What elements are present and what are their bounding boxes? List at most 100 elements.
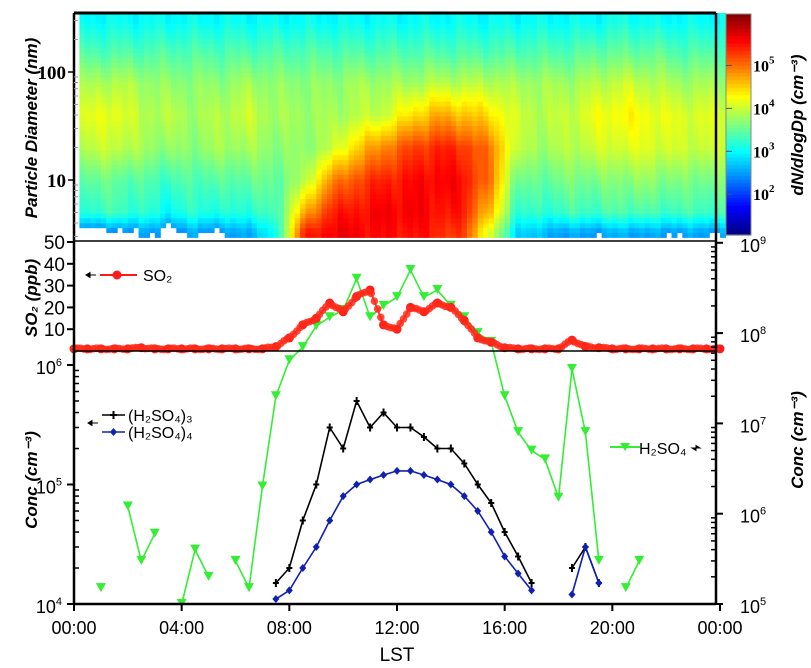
heatmap-cell <box>639 52 646 59</box>
heatmap-cell <box>353 212 360 219</box>
heatmap-cell <box>111 130 118 136</box>
heatmap-cell <box>440 23 447 29</box>
heatmap-cell <box>402 193 409 199</box>
heatmap-cell <box>601 135 608 141</box>
heatmap-cell <box>547 154 554 161</box>
heatmap-cell <box>434 38 441 44</box>
heatmap-cell <box>456 42 463 49</box>
heatmap-cell <box>639 110 646 117</box>
heatmap-cell <box>79 110 86 117</box>
heatmap-cell <box>445 72 452 78</box>
heatmap-cell <box>127 76 134 83</box>
heatmap-cell <box>187 188 194 195</box>
heatmap-cell <box>606 203 613 209</box>
heatmap-cell <box>558 101 565 107</box>
heatmap-cell <box>273 208 280 214</box>
heatmap-cell <box>273 57 280 63</box>
heatmap-cell <box>144 198 150 204</box>
heatmap-cell <box>353 125 360 131</box>
heatmap-cell <box>230 42 237 49</box>
heatmap-cell <box>386 169 393 175</box>
heatmap-cell <box>596 91 603 97</box>
heatmap-cell <box>434 188 441 195</box>
heatmap-cell <box>526 164 533 170</box>
heatmap-cell <box>224 18 231 24</box>
heatmap-cell <box>284 198 290 204</box>
heatmap-cell <box>332 154 339 161</box>
heatmap-cell <box>300 110 307 117</box>
heatmap-cell <box>79 217 86 224</box>
heatmap-cell <box>590 144 597 151</box>
heatmap-cell <box>515 62 522 68</box>
heatmap-cell <box>461 208 468 214</box>
heatmap-cell <box>284 33 290 39</box>
heatmap-cell <box>601 178 608 185</box>
heatmap-cell <box>445 81 452 88</box>
heatmap-cell <box>230 115 237 122</box>
heatmap-cell <box>493 57 500 63</box>
heatmap-cell <box>316 178 323 185</box>
heatmap-cell <box>251 23 258 29</box>
heatmap-cell <box>122 125 129 131</box>
heatmap-cell <box>95 110 102 117</box>
heatmap-cell <box>305 52 312 59</box>
heatmap-cell <box>192 144 199 151</box>
heatmap-cell <box>563 106 570 112</box>
heatmap-cell <box>364 174 371 180</box>
heatmap-cell <box>553 149 560 156</box>
heatmap-cell <box>526 13 533 20</box>
heatmap-cell <box>197 13 204 20</box>
heatmap-cell <box>504 101 511 107</box>
heatmap-cell <box>606 217 613 224</box>
heatmap-cell <box>370 125 377 131</box>
heatmap-cell <box>601 86 608 93</box>
heatmap-cell <box>531 106 538 112</box>
heatmap-cell <box>580 135 586 141</box>
heatmap-cell <box>300 52 307 59</box>
heatmap-cell <box>192 193 199 199</box>
heatmap-cell <box>257 232 263 238</box>
heatmap-cell <box>327 42 333 49</box>
heatmap-cell <box>230 183 237 190</box>
heatmap-cell <box>251 67 258 73</box>
heatmap-cell <box>623 23 630 29</box>
heatmap-cell <box>289 23 296 29</box>
heatmap-cell <box>456 18 463 24</box>
heatmap-cell <box>321 125 328 131</box>
heatmap-cell <box>305 57 312 63</box>
heatmap-cell <box>510 149 516 156</box>
heatmap-cell <box>515 76 522 83</box>
heatmap-cell <box>429 232 436 238</box>
heatmap-cell <box>542 67 549 73</box>
heatmap-cell <box>187 23 194 29</box>
heatmap-cell <box>100 18 107 24</box>
heatmap-cell <box>197 203 204 209</box>
heatmap-cell <box>364 140 371 146</box>
heatmap-cell <box>461 193 468 199</box>
heatmap-cell <box>337 120 344 127</box>
heatmap-cell <box>644 164 651 170</box>
heatmap-cell <box>585 149 592 156</box>
heatmap-cell <box>569 81 576 88</box>
heatmap-cell <box>84 203 91 209</box>
heatmap-cell <box>294 106 301 112</box>
heatmap-cell <box>246 115 253 122</box>
heatmap-cell <box>628 232 635 238</box>
heatmap-cell <box>504 33 511 39</box>
heatmap-cell <box>569 212 576 219</box>
heatmap-cell <box>477 135 484 141</box>
heatmap-cell <box>440 81 447 88</box>
heatmap-cell <box>246 76 253 83</box>
heatmap-cell <box>214 115 220 122</box>
heatmap-cell <box>111 164 118 170</box>
heatmap-cell <box>639 227 646 233</box>
heatmap-cell <box>456 183 463 190</box>
heatmap-cell <box>639 159 646 165</box>
heatmap-cell <box>472 23 479 29</box>
heatmap-cell <box>144 169 150 175</box>
heatmap-cell <box>100 96 107 102</box>
heatmap-cell <box>332 203 339 209</box>
heatmap-cell <box>423 198 430 204</box>
heatmap-cell <box>214 159 220 165</box>
heatmap-cell <box>623 198 630 204</box>
